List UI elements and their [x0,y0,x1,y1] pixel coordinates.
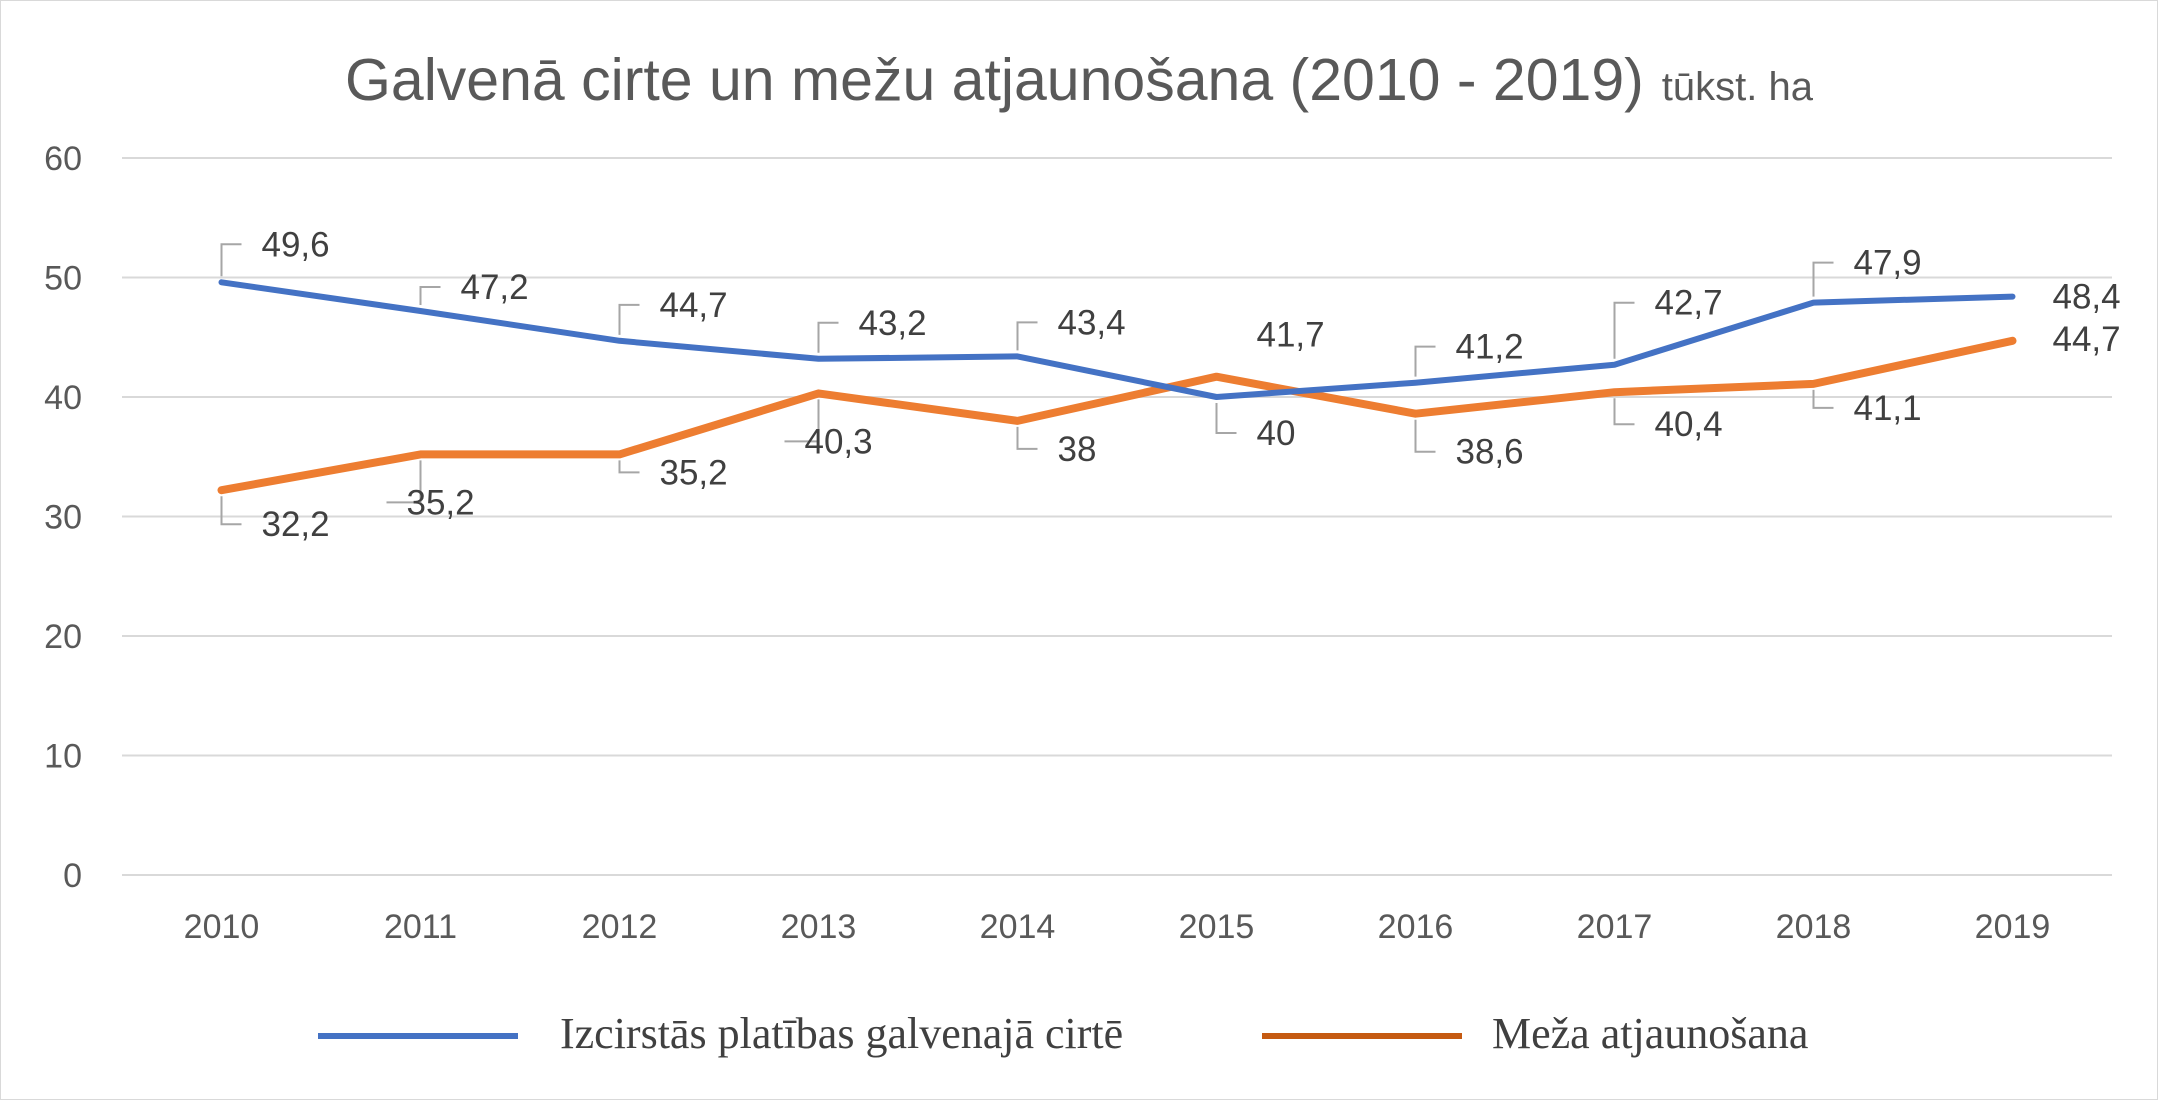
y-tick-label-30: 30 [44,499,82,537]
x-tick-label-2011: 2011 [384,908,457,946]
data-label-leader [386,460,422,504]
legend: Izcirstās platības galvenajā cirtē Meža a… [318,1009,1808,1058]
data-label-leader [1812,261,1834,297]
data-label-meza-2010: 32,2 [262,505,330,544]
chart-title-unit: tūkst. ha [1662,65,1814,109]
data-label-izcirstas-2018: 47,9 [1854,244,1922,283]
x-tick-label-2018: 2018 [1776,908,1852,946]
data-label-leader [618,303,640,335]
data-label-izcirstas-2017: 42,7 [1655,284,1723,323]
data-label-meza-2016: 38,6 [1456,433,1524,472]
data-labels: 49,6 47,2 44,7 43,2 43,4 40 41,2 42,7 47,9 48,4 32… [262,225,2121,544]
data-label-leader [618,460,640,474]
x-tick-label-2017: 2017 [1577,908,1653,946]
data-label-leader [784,399,820,443]
x-tick-label-2019: 2019 [1975,908,2051,946]
data-label-leader [817,321,839,353]
y-tick-label-10: 10 [44,738,82,776]
data-label-leader [1613,398,1635,426]
data-label-izcirstas-2011: 47,2 [461,268,529,307]
data-label-leader [1414,345,1436,377]
data-label-meza-2019: 44,7 [2053,320,2121,359]
data-label-meza-2011: 35,2 [407,483,475,522]
chart-title-main: Galvenā cirte un mežu atjaunošana (2010 … [345,47,1644,113]
data-label-leaders [220,243,1834,526]
data-label-leader [1215,403,1237,434]
data-label-izcirstas-2010: 49,6 [262,225,330,264]
y-tick-label-60: 60 [44,140,82,178]
data-label-leader [220,496,242,526]
data-label-izcirstas-2016: 41,2 [1456,328,1524,367]
y-tick-label-50: 50 [44,260,82,298]
y-tick-label-0: 0 [63,857,82,895]
data-label-meza-2018: 41,1 [1854,389,1922,428]
data-label-meza-2013: 40,3 [805,422,873,461]
data-label-leader [1016,426,1038,450]
data-label-leader [1414,419,1436,453]
x-tick-label-2010: 2010 [184,908,260,946]
x-tick-label-2016: 2016 [1378,908,1454,946]
x-axis-ticks: 2010 2011 2012 2013 2014 2015 2016 2017 2018 2019 [184,908,2051,946]
data-label-meza-2015: 41,7 [1257,316,1325,355]
chart-title: Galvenā cirte un mežu atjaunošana (2010 … [345,47,1814,113]
legend-label-izcirstas-platibas: Izcirstās platības galvenajā cirtē [560,1009,1123,1058]
legend-label-meza-atjaunosana: Meža atjaunošana [1492,1009,1808,1058]
y-tick-label-40: 40 [44,379,82,417]
y-axis-ticks: 0 10 20 30 40 50 60 [44,140,82,895]
data-label-izcirstas-2015: 40 [1257,414,1296,453]
data-label-leader [1613,301,1635,359]
series-lines [217,279,2017,495]
data-label-izcirstas-2013: 43,2 [859,304,927,343]
x-tick-label-2015: 2015 [1179,908,1255,946]
data-label-leader [220,243,242,277]
data-label-leader [1812,389,1834,409]
data-label-meza-2012: 35,2 [660,453,728,492]
data-label-izcirstas-2019: 48,4 [2053,278,2121,317]
x-tick-label-2013: 2013 [781,908,857,946]
data-label-leader [419,285,441,305]
y-tick-label-20: 20 [44,618,82,656]
data-label-meza-2017: 40,4 [1655,405,1723,444]
data-label-izcirstas-2014: 43,4 [1058,303,1126,342]
data-label-leader [1016,321,1038,351]
series-line-meza-atjaunosana [217,336,2017,495]
data-label-meza-2014: 38 [1058,430,1097,469]
data-label-izcirstas-2012: 44,7 [660,286,728,325]
x-tick-label-2014: 2014 [980,908,1056,946]
x-tick-label-2012: 2012 [582,908,658,946]
series-line-izcirstas-platibas [218,279,2016,400]
